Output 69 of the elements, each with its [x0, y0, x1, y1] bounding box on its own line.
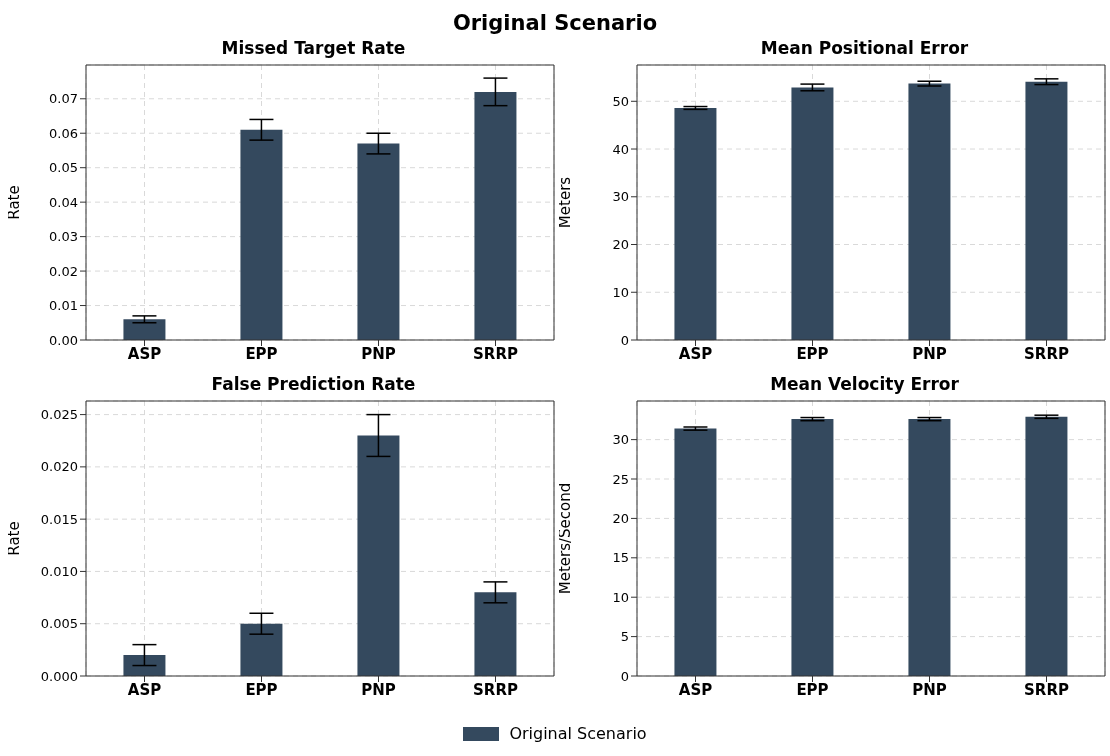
y-tick-label: 0.010 — [40, 564, 78, 580]
x-tick-label: EPP — [245, 680, 278, 699]
chart-title: False Prediction Rate — [210, 374, 417, 396]
bar — [357, 143, 400, 340]
bar — [908, 419, 951, 676]
y-tick-label: 0.07 — [49, 91, 78, 107]
y-axis-title: Meters — [556, 176, 575, 229]
bar — [240, 623, 283, 676]
y-tick-label: 0.06 — [49, 125, 78, 141]
y-tick-label: 0.01 — [49, 298, 78, 314]
y-tick-label: 15 — [612, 550, 629, 566]
y-tick-label: 0.03 — [49, 229, 78, 245]
y-tick-label: 20 — [612, 237, 629, 253]
x-tick-label: PNP — [912, 680, 947, 699]
x-tick-label: PNP — [361, 680, 396, 699]
x-tick-label: SRRP — [1024, 344, 1069, 363]
y-tick-label: 0.04 — [49, 194, 78, 210]
y-tick-label: 0.05 — [49, 160, 78, 176]
x-tick-label: SRRP — [1024, 680, 1069, 699]
y-tick-label: 0 — [620, 332, 629, 348]
bar — [674, 428, 717, 676]
x-tick-label: EPP — [796, 680, 829, 699]
y-tick-label: 0.000 — [40, 668, 78, 684]
y-tick-label: 25 — [612, 471, 629, 487]
x-tick-label: PNP — [361, 344, 396, 363]
bar — [123, 319, 166, 340]
bar — [908, 83, 951, 340]
y-tick-label: 40 — [612, 141, 629, 157]
chart-title: Mean Positional Error — [759, 38, 970, 60]
y-tick-label: 0 — [620, 668, 629, 684]
bar — [791, 87, 834, 340]
y-tick-label: 0.015 — [40, 511, 78, 527]
x-tick-label: ASP — [678, 344, 713, 363]
x-tick-label: EPP — [245, 344, 278, 363]
x-tick-label: EPP — [796, 344, 829, 363]
x-tick-label: SRRP — [473, 680, 518, 699]
y-tick-label: 5 — [620, 629, 629, 645]
y-tick-label: 50 — [612, 93, 629, 109]
legend-label: Original Scenario — [509, 724, 647, 743]
bar — [674, 107, 717, 340]
bar — [1025, 416, 1068, 676]
y-axis-title: Meters/Second — [556, 482, 575, 595]
x-tick-label: SRRP — [473, 344, 518, 363]
bar — [791, 419, 834, 676]
y-tick-label: 30 — [612, 189, 629, 205]
bar — [123, 655, 166, 676]
y-tick-label: 0.00 — [49, 332, 78, 348]
x-tick-label: ASP — [127, 680, 162, 699]
y-tick-label: 0.005 — [40, 616, 78, 632]
chart-title: Mean Velocity Error — [769, 374, 960, 396]
y-tick-label: 20 — [612, 511, 629, 527]
chart-title: Missed Target Rate — [220, 38, 407, 60]
y-tick-label: 0.020 — [40, 459, 78, 475]
y-tick-label: 0.02 — [49, 263, 78, 279]
bar — [240, 129, 283, 340]
x-tick-label: ASP — [678, 680, 713, 699]
y-axis-title: Rate — [5, 185, 24, 220]
y-tick-label: 30 — [612, 432, 629, 448]
bar — [1025, 81, 1068, 340]
bar — [474, 592, 517, 676]
y-tick-label: 10 — [612, 284, 629, 300]
text: Original Scenario — [452, 11, 658, 35]
y-tick-label: 0.025 — [40, 407, 78, 423]
bar — [474, 91, 517, 340]
bar — [357, 435, 400, 676]
x-tick-label: PNP — [912, 344, 947, 363]
y-axis-title: Rate — [5, 521, 24, 556]
y-tick-label: 10 — [612, 589, 629, 605]
x-tick-label: ASP — [127, 344, 162, 363]
